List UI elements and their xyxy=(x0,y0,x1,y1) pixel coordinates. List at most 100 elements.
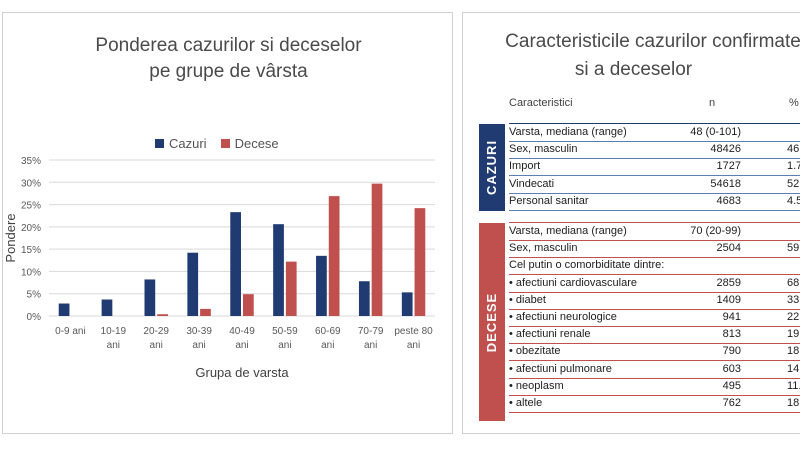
row-label: • neoplasm xyxy=(509,379,564,392)
bar-cazuri xyxy=(58,303,70,316)
row-divider xyxy=(509,240,800,241)
row-label: Personal sanitar xyxy=(509,194,589,207)
table-row: Sex, masculin 2504 59. xyxy=(479,240,800,257)
row-label: Cel putin o comorbiditate dintre: xyxy=(509,259,665,272)
x-tick-label: 70-79 xyxy=(358,326,384,337)
row-label: Import xyxy=(509,160,541,173)
bar-cazuri xyxy=(230,212,241,316)
legend-swatch-decese xyxy=(220,139,230,148)
row-divider xyxy=(509,141,800,142)
row-divider xyxy=(509,209,800,211)
legend-label-decese: Decese xyxy=(234,136,279,151)
table-row: Varsta, mediana (range) 70 (20-99) xyxy=(479,223,800,240)
x-tick-label: ani xyxy=(278,340,291,351)
row-n: 2859 xyxy=(716,276,741,289)
y-tick-label: 25% xyxy=(21,201,41,212)
legend-swatch-cazuri xyxy=(155,139,164,148)
row-n: 70 (20-99) xyxy=(690,225,741,237)
bar-decese xyxy=(243,294,254,316)
row-percent: 33. xyxy=(787,293,800,306)
row-label: • afectiuni pulmonare xyxy=(509,362,612,375)
y-tick-label: 20% xyxy=(21,223,41,234)
bar-cazuri xyxy=(273,224,284,316)
x-tick-label: peste 80 xyxy=(394,326,433,337)
row-divider xyxy=(509,377,800,379)
row-divider xyxy=(509,360,800,362)
table-row: Import 1727 1.7 xyxy=(479,158,800,175)
row-label: Vindecati xyxy=(509,177,555,190)
table-title-line2: si a deceselor xyxy=(574,59,693,80)
row-n: 495 xyxy=(722,379,741,392)
decese-sidebar: DECESE xyxy=(479,223,505,421)
bar-decese xyxy=(285,261,297,316)
x-tick-label: 60-69 xyxy=(315,326,341,337)
legend-label-cazuri: Cazuri xyxy=(169,136,207,151)
bar-decese xyxy=(200,308,211,316)
x-tick-label: ani xyxy=(150,340,163,351)
row-n: 48426 xyxy=(710,143,741,156)
bar-decese xyxy=(328,196,340,316)
bar-cazuri xyxy=(401,292,413,316)
row-label: Varsta, mediana (range) xyxy=(509,225,627,237)
chart-legend: Cazuri Decese xyxy=(155,136,279,151)
row-divider xyxy=(509,412,800,413)
row-percent: 46. xyxy=(787,143,800,156)
table-row: • afectiuni neurologice 941 22. xyxy=(479,309,800,326)
y-tick-label: 0% xyxy=(27,312,42,323)
chart-title-line1: Ponderea cazurilor si deceselor xyxy=(95,35,362,56)
row-percent: 68. xyxy=(787,276,800,289)
row-divider xyxy=(509,394,800,396)
row-n: 790 xyxy=(722,345,741,358)
row-n: 813 xyxy=(722,328,741,341)
bar-cazuri xyxy=(316,255,327,316)
row-n: 48 (0-101) xyxy=(690,126,741,138)
row-percent: 52. xyxy=(787,177,800,190)
row-n: 603 xyxy=(722,362,741,375)
x-tick-label: ani xyxy=(107,340,120,351)
x-tick-label: ani xyxy=(192,340,205,351)
row-n: 1409 xyxy=(716,293,741,306)
row-percent: 4.5 xyxy=(787,194,800,207)
y-tick-label: 15% xyxy=(21,245,41,256)
bar-decese xyxy=(371,183,383,316)
row-percent: 18. xyxy=(787,397,800,409)
y-tick-label: 10% xyxy=(21,267,41,278)
row-percent: 1.7 xyxy=(787,160,800,173)
row-label: Varsta, mediana (range) xyxy=(509,126,627,138)
row-n: 4683 xyxy=(716,194,741,207)
table-row: Sex, masculin 48426 46. xyxy=(479,141,800,158)
table-title-line1: Caracteristicile cazurilor confirmate xyxy=(505,31,800,52)
bar-cazuri xyxy=(101,299,113,316)
bar-cazuri xyxy=(358,281,370,316)
row-divider xyxy=(509,308,800,310)
bar-chart: 0% 5% 10% 15% 20% 25% 30% 35% 0-9 ani 10-19 ani 20-… xyxy=(3,156,435,380)
row-divider xyxy=(509,274,800,276)
header-characteristics: Caracteristici xyxy=(509,97,573,109)
row-divider xyxy=(509,175,800,177)
legend-decese: Decese xyxy=(220,136,279,151)
table-row: Personal sanitar 4683 4.5 xyxy=(479,193,800,210)
bar-cazuri xyxy=(144,279,156,316)
table-row: • afectiuni cardiovasculare 2859 68. xyxy=(479,275,800,292)
row-divider xyxy=(509,257,800,259)
row-percent: 22. xyxy=(787,311,800,323)
x-tick-label: ani xyxy=(321,340,334,351)
row-n: 54618 xyxy=(710,177,741,190)
row-divider xyxy=(509,343,800,345)
row-label: • afectiuni neurologice xyxy=(509,311,617,323)
header-n: n xyxy=(709,97,716,109)
table-row: Varsta, mediana (range) 48 (0-101) xyxy=(479,124,800,141)
cazuri-top-line xyxy=(509,123,800,124)
x-tick-label: 50-59 xyxy=(272,326,298,337)
row-divider xyxy=(509,192,800,194)
x-tick-label: ani xyxy=(407,340,420,351)
row-percent: 18. xyxy=(787,345,800,358)
row-percent: 19. xyxy=(787,328,800,341)
table-row: • diabet 1409 33. xyxy=(479,292,800,309)
row-n: 762 xyxy=(722,397,741,409)
table-row: Vindecati 54618 52. xyxy=(479,176,800,193)
x-tick-label: ani xyxy=(235,340,248,351)
header-percent: % xyxy=(789,97,799,109)
row-label: Sex, masculin xyxy=(509,242,578,255)
row-label: • afectiuni renale xyxy=(509,328,591,341)
